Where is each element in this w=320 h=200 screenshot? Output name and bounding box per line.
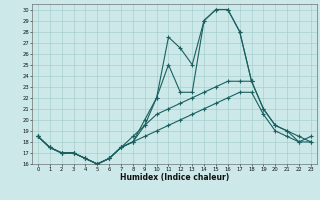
X-axis label: Humidex (Indice chaleur): Humidex (Indice chaleur) <box>120 173 229 182</box>
